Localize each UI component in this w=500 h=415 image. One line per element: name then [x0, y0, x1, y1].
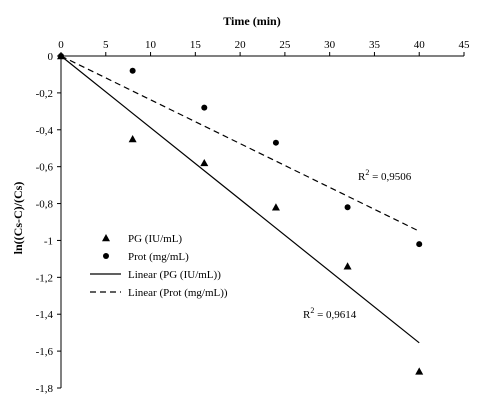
- y-tick-label: -0,6: [36, 162, 54, 174]
- r-squared-value: = 0,9506: [369, 171, 411, 183]
- r-squared-base: R: [358, 171, 366, 183]
- point-pg-iu-ml: [200, 158, 209, 167]
- r-squared-label: R2 = 0,9506: [358, 168, 412, 183]
- point-prot-mg-ml: [272, 139, 279, 146]
- point-pg-iu-ml: [415, 367, 424, 375]
- x-tick-label: 10: [145, 39, 157, 51]
- x-tick-label: 25: [279, 39, 291, 51]
- x-tick-label: 0: [58, 39, 64, 51]
- y-tick-label: -1,2: [36, 272, 53, 284]
- point-prot-mg-ml: [416, 241, 423, 248]
- y-tick-label: -0,4: [36, 125, 54, 137]
- y-tick-label: -0,8: [36, 199, 54, 211]
- legend-marker: [102, 234, 110, 242]
- x-tick-label: 20: [235, 39, 247, 51]
- point-prot-mg-ml: [58, 53, 64, 59]
- point-pg-iu-ml: [271, 203, 280, 211]
- legend-label: PG (IU/mL): [128, 233, 182, 245]
- y-tick-label: -1,8: [36, 383, 54, 395]
- legend-entry-linear-prot-mg-ml: Linear (Prot (mg/mL)): [90, 287, 228, 299]
- point-prot-mg-ml: [344, 204, 351, 211]
- x-axis-title: Time (min): [223, 14, 280, 28]
- point-prot-mg-ml: [129, 67, 136, 74]
- y-tick-label: -1: [44, 235, 53, 247]
- y-tick-label: -1,6: [36, 346, 54, 358]
- legend-label: Linear (PG (IU/mL)): [128, 269, 221, 281]
- legend-entry-prot-mg-ml: Prot (mg/mL): [103, 251, 189, 263]
- legend: PG (IU/mL) Prot (mg/mL) Linear (PG (IU/mL)…: [90, 233, 228, 299]
- x-tick-label: 35: [369, 39, 381, 51]
- legend-marker: [103, 253, 109, 259]
- r-squared-label: R2 = 0,9614: [303, 306, 357, 321]
- r-squared-exponent: 2: [310, 306, 314, 315]
- y-tick-label: -0,2: [36, 88, 53, 100]
- x-tick-label: 5: [103, 39, 109, 51]
- axes: 0 5 10 15 20 25 30 35 40 45 0 -0,2 -0,4 -0,6 -0,8 -1 -1,…: [36, 39, 470, 395]
- y-tick-label: -1,4: [36, 309, 54, 321]
- r-squared-value: = 0,9614: [314, 309, 356, 321]
- point-prot-mg-ml: [201, 104, 208, 111]
- trendlines: [60, 55, 420, 344]
- point-pg-iu-ml: [343, 262, 352, 270]
- trendline-linear-prot-mg-ml: [60, 55, 420, 232]
- legend-label: Prot (mg/mL): [128, 251, 189, 263]
- r-squared-exponent: 2: [365, 168, 369, 177]
- y-axis-title: ln((Cs-C)/(Cs): [11, 182, 25, 255]
- point-pg-iu-ml: [128, 135, 137, 143]
- legend-entry-linear-pg-iu-ml: Linear (PG (IU/mL)): [90, 269, 221, 281]
- x-tick-label: 40: [414, 39, 426, 51]
- r-squared-base: R: [303, 309, 311, 321]
- x-tick-label: 45: [459, 39, 471, 51]
- y-tick-label: 0: [48, 51, 54, 63]
- x-tick-label: 15: [190, 39, 202, 51]
- legend-label: Linear (Prot (mg/mL)): [128, 287, 228, 299]
- trendline-linear-pg-iu-ml: [60, 55, 420, 344]
- data-points: [57, 52, 424, 375]
- legend-entry-pg-iu-ml: PG (IU/mL): [102, 233, 182, 245]
- x-tick-label: 30: [324, 39, 336, 51]
